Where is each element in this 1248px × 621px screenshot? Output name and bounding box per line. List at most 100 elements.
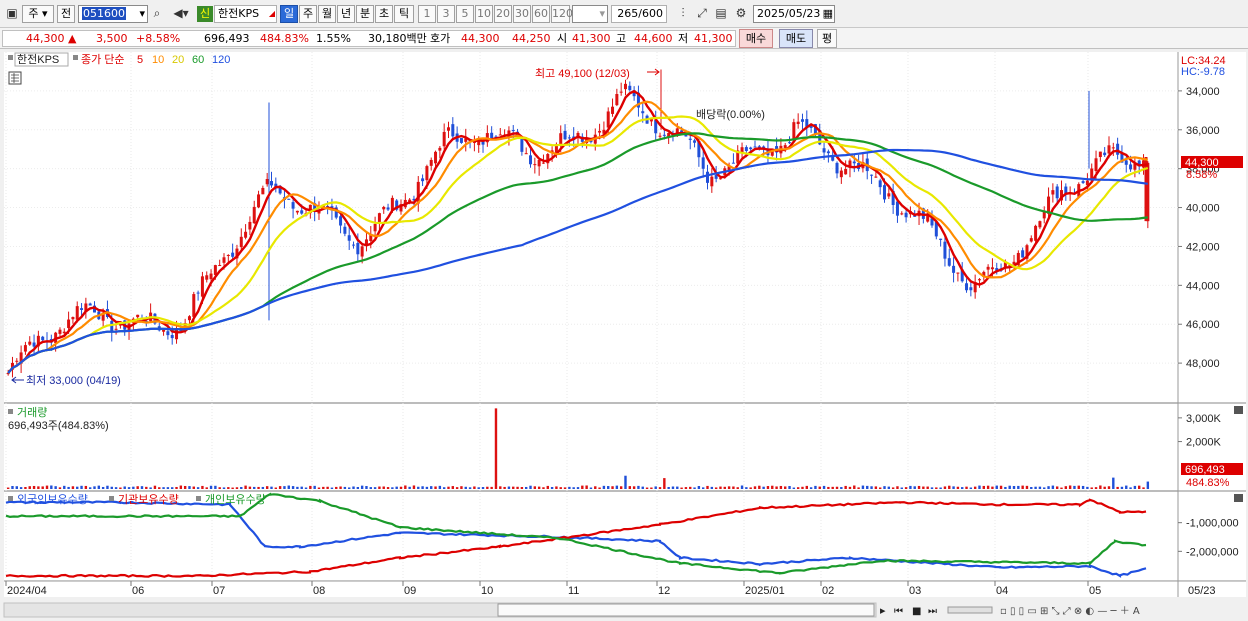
stock-code-input[interactable]: 051600 ▾ bbox=[78, 5, 148, 23]
indicator-label[interactable]: 종가 단순 bbox=[81, 53, 125, 66]
date-value: 2025/05/23 bbox=[757, 7, 821, 20]
interval-20-button[interactable]: 20 bbox=[494, 5, 512, 23]
calendar-icon[interactable]: ▦ bbox=[822, 7, 833, 20]
interval-3-button[interactable]: 3 bbox=[437, 5, 455, 23]
chart-area[interactable]: 48,000 46,000 44,000 42,000 40,000 38,000 36,0… bbox=[0, 50, 1248, 621]
rewind-icon[interactable]: ⏮ bbox=[894, 606, 903, 617]
eval-button[interactable]: 평 bbox=[817, 29, 837, 48]
period-day-button[interactable]: 일 bbox=[280, 5, 298, 23]
chart-tools-icons[interactable]: ▫ ▯ ▯ ▭ ⊞ ⤡ ⤢ ⊗ ◐ — ─ ＋ A bbox=[1000, 606, 1140, 617]
volume-bar bbox=[222, 487, 226, 489]
volume-bar bbox=[231, 487, 234, 489]
period-month-button[interactable]: 월 bbox=[318, 5, 336, 23]
window-icon[interactable]: ▣ bbox=[6, 6, 18, 20]
period-year-button[interactable]: 년 bbox=[337, 5, 355, 23]
holdings-pane-close-icon[interactable] bbox=[1234, 494, 1243, 502]
period-minute-button[interactable]: 분 bbox=[356, 5, 374, 23]
scroll-right-icon[interactable]: ▸ bbox=[880, 604, 886, 617]
buy-button[interactable]: 매수 bbox=[739, 29, 773, 48]
stock-tag-box[interactable] bbox=[14, 52, 69, 67]
volume-bar bbox=[45, 485, 49, 489]
volume-title[interactable]: 거래량 bbox=[17, 406, 47, 419]
volume-bar bbox=[749, 487, 752, 489]
volume-bar bbox=[110, 486, 113, 489]
volume-bar bbox=[831, 486, 834, 489]
individual-holdings-label[interactable]: 개인보유수량 bbox=[205, 493, 266, 506]
speaker-icon[interactable]: ◀▾ bbox=[173, 6, 189, 20]
stop-icon[interactable]: ■ bbox=[912, 606, 921, 617]
low-value: 41,300 bbox=[694, 32, 733, 45]
volume-bar bbox=[537, 486, 541, 489]
scroll-thumb[interactable] bbox=[497, 603, 875, 617]
candle-body bbox=[813, 124, 817, 134]
volume-bar bbox=[503, 486, 506, 489]
prev-button[interactable]: 전 bbox=[57, 5, 75, 23]
candle-body bbox=[321, 204, 325, 209]
open-value: 41,300 bbox=[572, 32, 611, 45]
volume-bar bbox=[546, 485, 549, 489]
candle-body bbox=[792, 122, 796, 141]
y-axis-bg bbox=[1178, 52, 1246, 580]
volume-bar bbox=[771, 485, 774, 489]
period-second-button[interactable]: 초 bbox=[375, 5, 393, 23]
interval-1-button[interactable]: 1 bbox=[418, 5, 436, 23]
high-label: 고 bbox=[616, 32, 627, 45]
interval-120-button[interactable]: 120 bbox=[551, 5, 573, 23]
date-field[interactable]: 2025/05/23 ▦ bbox=[753, 5, 835, 23]
volume-bar bbox=[1112, 477, 1115, 489]
candle-body bbox=[278, 185, 282, 194]
period-week-button[interactable]: 주 bbox=[299, 5, 317, 23]
save-icon[interactable]: ▤ bbox=[715, 6, 727, 20]
candle-body bbox=[649, 118, 653, 122]
candle-body bbox=[1111, 147, 1115, 149]
institution-holdings-label[interactable]: 기관보유수량 bbox=[118, 493, 179, 506]
fast-forward-icon[interactable]: ⏭ bbox=[928, 606, 937, 617]
holdings-y-label: -1,000,000 bbox=[1186, 518, 1239, 530]
volume-bar bbox=[926, 486, 929, 489]
view-count-field[interactable]: 265/600 bbox=[611, 5, 667, 23]
volume-bar bbox=[253, 486, 256, 489]
chart-svg[interactable]: 48,00046,00044,00042,00040,00038,00036,0… bbox=[0, 50, 1248, 621]
sell-button[interactable]: 매도 bbox=[779, 29, 813, 48]
gear-icon[interactable]: ⚙ bbox=[735, 6, 747, 20]
volume-bar bbox=[1125, 485, 1128, 489]
volume-bar bbox=[1060, 487, 1063, 489]
volume-bar bbox=[171, 487, 174, 489]
candle-body bbox=[1081, 181, 1085, 183]
candle-body bbox=[494, 136, 498, 138]
interval-custom-select[interactable]: ▾ bbox=[572, 5, 608, 23]
volume-pane-close-icon[interactable] bbox=[1234, 406, 1243, 414]
quote-box bbox=[2, 30, 736, 47]
volume-bar bbox=[745, 487, 748, 489]
interval-5-button[interactable]: 5 bbox=[456, 5, 474, 23]
interval-10-button[interactable]: 10 bbox=[475, 5, 493, 23]
candle-body bbox=[848, 160, 852, 168]
volume-bar bbox=[54, 486, 57, 489]
period-select[interactable]: 주 ▾ bbox=[22, 5, 54, 23]
volume-bar bbox=[227, 487, 230, 489]
volume-bar bbox=[41, 486, 44, 489]
min-annotation: 최저 33,000 (04/19) bbox=[26, 374, 121, 387]
candle-type-icon[interactable]: ⫶ bbox=[681, 6, 685, 20]
volume-bar bbox=[701, 487, 705, 489]
volume-bar bbox=[615, 485, 619, 489]
interval-60-button[interactable]: 60 bbox=[532, 5, 550, 23]
volume-bar bbox=[943, 486, 947, 489]
candle-body bbox=[1085, 180, 1089, 186]
candle-body bbox=[895, 201, 899, 216]
draw-tool-icon[interactable]: ⤢ bbox=[697, 6, 707, 20]
period-tick-button[interactable]: 틱 bbox=[394, 5, 414, 23]
volume-bar bbox=[291, 486, 295, 489]
foreign-holdings-label[interactable]: 외국인보유수량 bbox=[17, 493, 88, 506]
interval-30-button[interactable]: 30 bbox=[513, 5, 531, 23]
period-select-label: 주 bbox=[28, 7, 39, 20]
volume-bar bbox=[464, 486, 467, 489]
candle-body bbox=[1016, 252, 1020, 266]
stock-name-field[interactable]: 한전KPS ◢ bbox=[214, 5, 277, 23]
x-tick-label: 04 bbox=[996, 585, 1008, 597]
speed-slider[interactable] bbox=[947, 606, 993, 614]
volume-bar bbox=[641, 486, 644, 489]
volume-bar bbox=[58, 487, 62, 489]
volume-bar bbox=[1051, 485, 1055, 489]
search-icon[interactable]: ⌕ bbox=[153, 6, 161, 20]
